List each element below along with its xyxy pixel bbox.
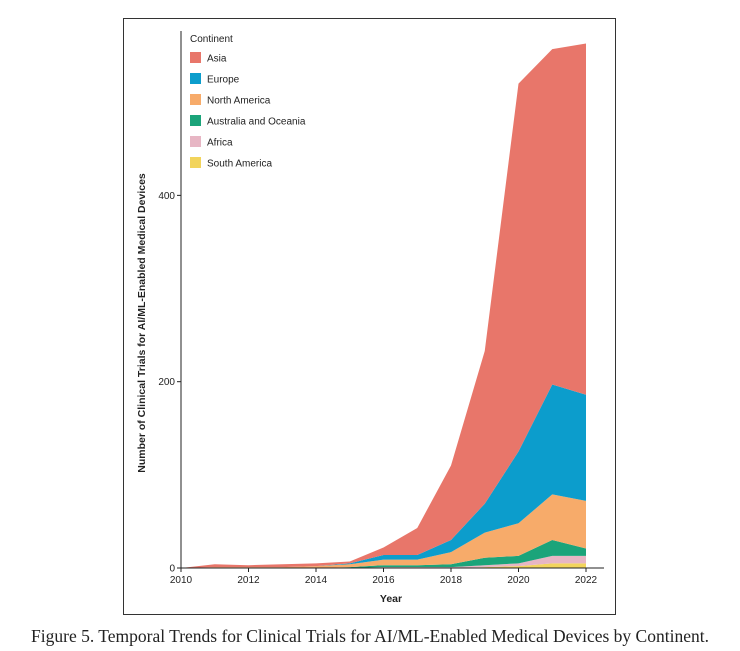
legend-swatch-australia-and-oceania: [190, 115, 201, 126]
area-europe: [181, 384, 586, 568]
x-tick-label: 2016: [372, 575, 395, 586]
x-axis-title: Year: [380, 593, 402, 605]
legend-label-north-america: North America: [207, 96, 271, 107]
legend-swatch-africa: [190, 136, 201, 147]
chart-frame: 2010 2012 2014 2016 2018 2020 2022 0 200 400 Cont…: [123, 18, 616, 615]
area-north-america: [181, 494, 586, 568]
legend-label-africa: Africa: [207, 138, 233, 149]
area-australia-and-oceania: [181, 540, 586, 568]
legend-label-south-america: South America: [207, 159, 272, 170]
figure-caption: Figure 5. Temporal Trends for Clinical T…: [31, 626, 709, 646]
x-tick-label: 2012: [237, 575, 260, 586]
legend-label-europe: Europe: [207, 75, 240, 86]
legend-label-asia: Asia: [207, 54, 227, 65]
legend-swatch-asia: [190, 52, 201, 63]
x-tick-label: 2010: [170, 575, 193, 586]
x-tick-label: 2022: [575, 575, 598, 586]
y-tick-label: 400: [158, 191, 175, 202]
x-tick-label: 2014: [305, 575, 328, 586]
y-axis-title: Number of Clinical Trials for AI/ML-Enab…: [136, 173, 148, 473]
y-tick-label: 200: [158, 377, 175, 388]
area-asia: [181, 43, 586, 568]
legend-title: Continent: [190, 34, 233, 45]
stacked-area-chart: 2010 2012 2014 2016 2018 2020 2022 0 200 400 Cont…: [136, 31, 604, 605]
x-tick-label: 2018: [440, 575, 463, 586]
y-tick-label: 0: [169, 564, 175, 575]
legend-swatch-europe: [190, 73, 201, 84]
legend-label-australia-and-oceania: Australia and Oceania: [207, 117, 306, 128]
legend-swatch-south-america: [190, 157, 201, 168]
legend-swatch-north-america: [190, 94, 201, 105]
x-tick-label: 2020: [507, 575, 530, 586]
